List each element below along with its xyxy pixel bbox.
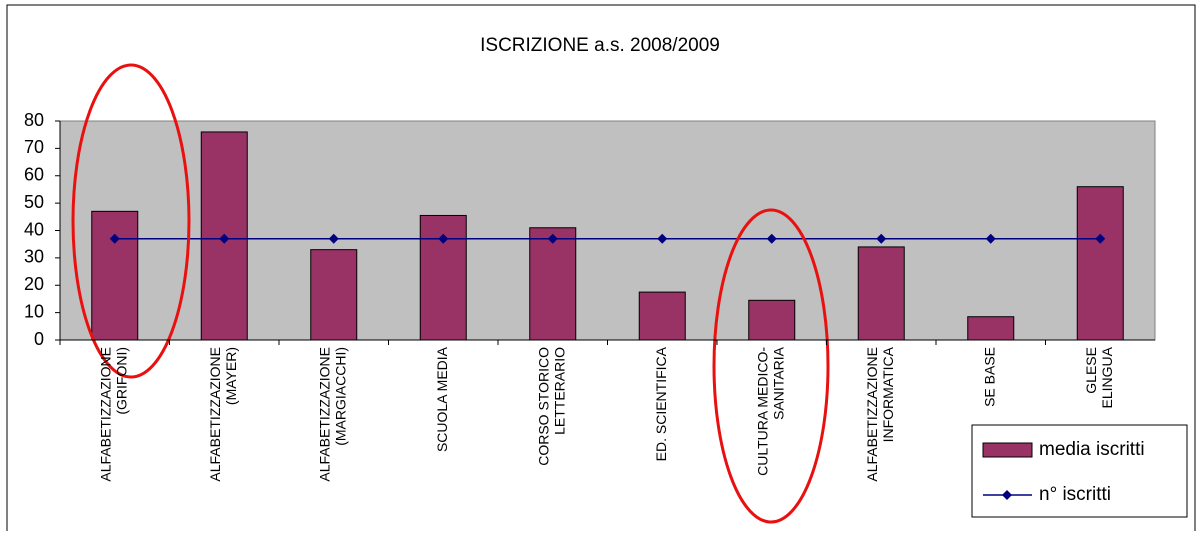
highlight-ellipse [712, 208, 830, 524]
y-tick-label: 20 [24, 274, 44, 294]
x-tick-label-group: CORSO STORICO LETTERARIO [535, 347, 567, 466]
x-tick-label: SCUOLA MEDIA [434, 346, 450, 452]
bar [748, 299, 796, 341]
x-tick-label: ALFABETIZZAZIONE [864, 347, 880, 482]
x-tick-label: INFORMATICA [880, 346, 896, 442]
marker [766, 233, 777, 244]
y-tick-label: 80 [24, 110, 44, 130]
bar [1076, 186, 1124, 341]
legend-marker [1002, 490, 1012, 500]
y-tick-label: 50 [24, 192, 44, 212]
bar [310, 249, 358, 341]
bar [967, 316, 1015, 341]
marker [438, 233, 449, 244]
x-tick-label-group: SE BASE [981, 347, 997, 407]
bar [638, 291, 686, 341]
y-tick-label: 0 [34, 329, 44, 349]
marker [1095, 233, 1106, 244]
x-tick-label: CULTURA MEDICO- [754, 347, 770, 476]
x-tick-label-group: ALFABETIZZAZIONE INFORMATICA [864, 346, 896, 481]
bar [529, 227, 577, 341]
x-tick-label: GLESE [1083, 347, 1099, 394]
y-tick-label: 30 [24, 247, 44, 267]
x-tick-label-group: GLESE ELINGUA [1083, 346, 1115, 408]
bar [857, 246, 905, 341]
x-tick-label: SANITARIA [770, 346, 786, 420]
x-tick-label-group: ALFABETIZZAZIONE (MAYER) [207, 347, 239, 482]
x-tick-label-group: CULTURA MEDICO- SANITARIA [754, 346, 786, 476]
x-tick-label-group: ED. SCIENTIFICA [653, 346, 669, 461]
x-tick-label: (MAYER) [223, 347, 239, 405]
x-tick-label-group: SCUOLA MEDIA [434, 346, 450, 452]
legend [971, 424, 1188, 518]
marker [985, 233, 996, 244]
x-tick-label: ELINGUA [1099, 346, 1115, 408]
x-tick-label: ALFABETIZZAZIONE [207, 347, 223, 482]
legend-label: n° iscritti [1039, 484, 1111, 505]
x-tick-label: ALFABETIZZAZIONE [316, 347, 332, 482]
x-tick-label: (MARGIACCHI) [332, 347, 348, 446]
bar [91, 210, 139, 341]
plot-layer [91, 131, 1124, 341]
y-tick-label: 10 [24, 301, 44, 321]
marker [109, 233, 120, 244]
x-tick-label: ED. SCIENTIFICA [653, 346, 669, 461]
y-tick-label: 60 [24, 165, 44, 185]
marker [876, 233, 887, 244]
chart-title: ISCRIZIONE a.s. 2008/2009 [480, 35, 720, 56]
x-tick-label-group: ALFABETIZZAZIONE (MARGIACCHI) [316, 347, 348, 482]
y-tick-label: 40 [24, 219, 44, 239]
marker [328, 233, 339, 244]
legend-swatch [982, 442, 1033, 458]
legend-label: media iscritti [1039, 439, 1145, 460]
x-tick-label: ALFABETIZZAZIONE [97, 347, 113, 482]
marker [547, 233, 558, 244]
marker [219, 233, 230, 244]
highlight-ellipse [71, 63, 191, 379]
x-tick-label: LETTERARIO [551, 347, 567, 435]
marker [657, 233, 668, 244]
y-tick-label: 70 [24, 137, 44, 157]
x-tick-label: SE BASE [981, 347, 997, 407]
x-tick-label-group: ALFABETIZZAZIONE (GRIFONI) [97, 347, 129, 482]
x-tick-label: (GRIFONI) [113, 347, 129, 415]
x-tick-label: CORSO STORICO [535, 347, 551, 466]
